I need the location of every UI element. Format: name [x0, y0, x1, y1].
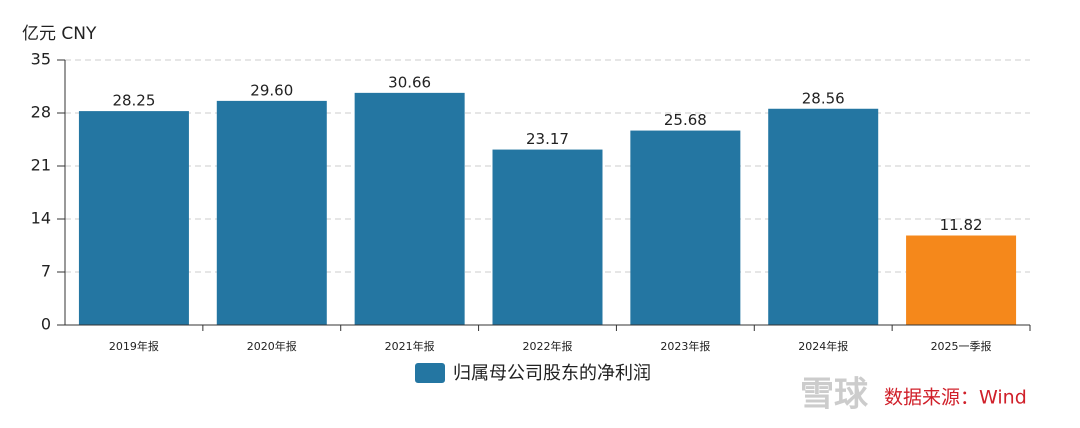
x-tick-label: 2022年报: [523, 339, 573, 353]
value-label: 11.82: [940, 216, 983, 234]
value-label: 28.56: [802, 89, 845, 107]
bar: [354, 92, 465, 325]
watermark: 雪球: [800, 375, 869, 415]
y-tick-label: 0: [41, 315, 51, 334]
value-label: 25.68: [664, 111, 707, 129]
y-axis-label: 亿元 CNY: [22, 24, 97, 44]
bar: [78, 111, 189, 325]
value-label: 29.60: [250, 81, 293, 99]
x-tick-label: 2025一季报: [931, 339, 992, 353]
value-label: 30.66: [388, 73, 431, 91]
x-tick-label: 2020年报: [247, 339, 297, 353]
y-tick-label: 28: [31, 103, 51, 122]
bar: [492, 149, 603, 325]
y-tick-label: 14: [31, 209, 51, 228]
bar: [906, 235, 1017, 325]
x-tick-label: 2021年报: [385, 339, 435, 353]
legend-swatch: [415, 363, 445, 383]
bar: [768, 108, 879, 325]
value-label: 23.17: [526, 130, 569, 148]
source: 数据来源：Wind: [884, 387, 1027, 409]
y-tick-label: 7: [41, 262, 51, 281]
x-tick-label: 2023年报: [660, 339, 710, 353]
bar: [630, 130, 741, 325]
y-tick-label: 35: [31, 50, 51, 69]
value-label: 28.25: [112, 92, 155, 110]
x-tick-label: 2019年报: [109, 339, 159, 353]
x-tick-label: 2024年报: [798, 339, 848, 353]
bar: [216, 100, 327, 325]
y-tick-label: 21: [31, 156, 51, 175]
legend-label: 归属母公司股东的净利润: [453, 363, 651, 384]
